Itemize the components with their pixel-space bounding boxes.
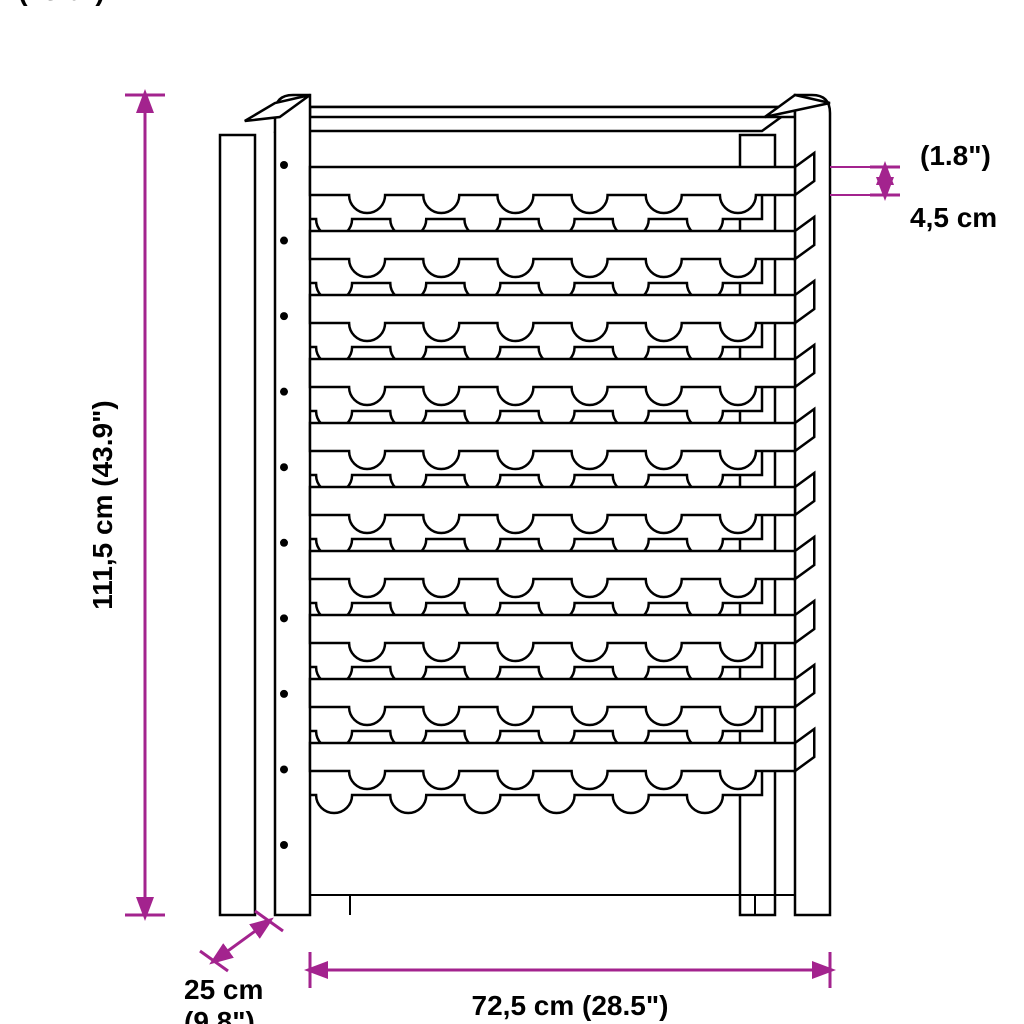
svg-text:(1.8"): (1.8") — [920, 140, 991, 171]
svg-text:25 cm: 25 cm — [184, 974, 263, 1005]
svg-text:111,5 cm (43.9"): 111,5 cm (43.9") — [87, 400, 118, 609]
svg-text:(9.8"): (9.8") — [184, 1006, 255, 1024]
svg-text:72,5 cm (28.5"): 72,5 cm (28.5") — [472, 990, 669, 1021]
svg-text:111,5 cm (43.9"): 111,5 cm (43.9") — [0, 0, 105, 6]
svg-text:4,5 cm: 4,5 cm — [910, 202, 997, 233]
